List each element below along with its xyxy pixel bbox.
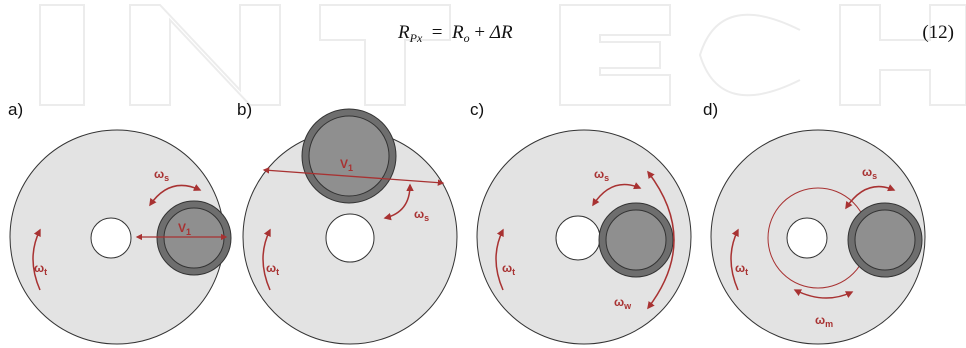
equation-plus: + [474,22,486,43]
omega-t-label: ωt [735,261,748,277]
equation-lhs-symbol: R [398,22,410,43]
omega-s-label: ωs [862,165,877,181]
wobble-arc-arrow [647,170,675,310]
intech-watermark [39,4,966,106]
table-center-hole [555,215,601,261]
table-center-hole [325,213,375,263]
orbit-arrow [793,289,854,299]
panel-b: ωt ωs V1 [242,108,458,345]
velocity-arrow [262,167,445,186]
spin-rotation-arrow [845,184,896,210]
equation: RPx = Ro + ΔR [398,22,513,46]
velocity-label: V1 [178,221,191,237]
omega-s-label: ωs [154,167,169,183]
equation-term1-symbol: R [451,22,464,43]
panel-label-d: d) [703,100,719,119]
panel-a: ωt ωs V1 [9,129,232,345]
table-center-hole [786,217,828,259]
spin-rotation-arrow [383,183,414,221]
omega-s-label: ωs [414,207,429,223]
workpiece-holder-inner [854,209,916,271]
panel-label-a: a) [8,100,24,119]
spin-rotation-arrow [592,182,642,207]
table-rotation-arrow [495,228,504,291]
equation-term2: ΔR [489,22,513,43]
panel-c: ωt ωs ωw [476,129,692,345]
spin-rotation-arrow [149,184,202,207]
omega-t-label: ωt [34,261,47,277]
workpiece-holder-inner [163,207,225,269]
equation-lhs-subscript: Px [409,31,423,45]
velocity-label: V1 [340,157,353,173]
table-rotation-arrow [32,228,41,291]
workpiece-holder-inner [308,115,390,197]
omega-s-label: ωs [594,167,609,183]
panel-label-b: b) [237,100,253,119]
equation-term1-subscript: o [463,31,470,45]
omega-t-label: ωt [266,261,279,277]
equation-equals: = [431,22,443,43]
table-rotation-arrow [730,228,739,291]
table-center-hole [90,217,132,259]
omega-w-label: ωw [614,295,632,311]
table-rotation-arrow [262,228,271,291]
omega-m-label: ωm [815,313,833,329]
omega-t-label: ωt [502,261,515,277]
equation-number: (12) [922,22,954,43]
workpiece-holder-inner [605,209,667,271]
panel-label-c: c) [470,100,485,119]
panel-d: ωt ωs ωm [710,129,926,345]
